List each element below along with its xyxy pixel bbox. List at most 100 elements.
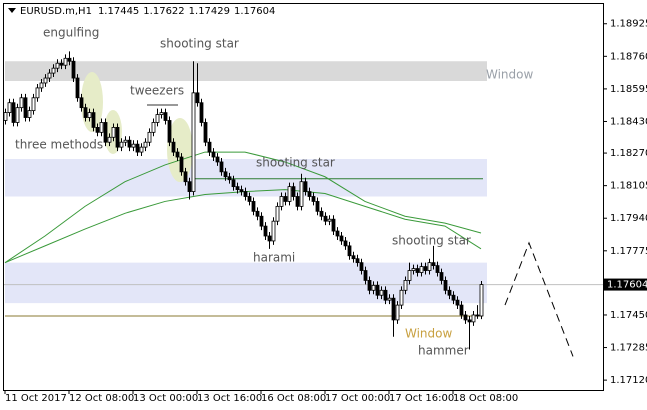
annotation: harami: [253, 251, 295, 265]
candle-body: [139, 146, 144, 153]
candle-body: [311, 196, 316, 202]
candle-body: [55, 62, 60, 69]
candle-body: [203, 122, 208, 143]
candle-body: [419, 266, 424, 273]
candle-body: [463, 314, 468, 321]
candle-body: [155, 114, 160, 123]
x-tick-label: 18 Oct 08:00: [453, 393, 518, 404]
candle-body: [67, 57, 72, 62]
candle-body: [171, 141, 176, 153]
candle-body: [287, 186, 292, 202]
candle-body: [83, 107, 88, 118]
candle-body: [235, 186, 240, 190]
candle-body: [223, 171, 228, 178]
candle-body: [443, 280, 448, 291]
y-tick-label: 1.17285: [610, 343, 647, 354]
candle-body: [103, 122, 108, 143]
candle-body: [375, 284, 380, 296]
y-tick-label: 1.17120: [610, 375, 647, 386]
open: 1.17445: [98, 6, 139, 17]
candle-body: [271, 220, 276, 242]
candle-body: [215, 156, 220, 163]
candle-body: [159, 112, 164, 115]
annotation: engulfing: [43, 26, 99, 40]
candle-body: [415, 268, 420, 273]
candle-body: [243, 191, 248, 197]
zone: [5, 61, 487, 82]
low: 1.17429: [189, 6, 230, 17]
y-tick-label: 1.18270: [610, 148, 647, 159]
candle-body: [119, 141, 124, 148]
candle-body: [471, 314, 476, 323]
candle-body: [327, 218, 332, 222]
candle-body: [259, 215, 264, 227]
candle-body: [455, 299, 460, 306]
candle-body: [283, 196, 288, 202]
candle-body: [267, 235, 272, 242]
candle-body: [411, 268, 416, 271]
annotation: hammer: [418, 344, 469, 358]
x-tick-label: 16 Oct 08:00: [261, 393, 326, 404]
candle-body: [3, 112, 8, 121]
candle-body: [115, 127, 120, 148]
high: 1.17622: [143, 6, 184, 17]
candle-body: [343, 240, 348, 247]
candle-body: [187, 181, 192, 192]
x-tick-label: 13 Oct 00:00: [133, 393, 198, 404]
symbol: EURUSD.m,H1: [20, 6, 92, 17]
candle-body: [363, 270, 368, 281]
candle-body: [391, 297, 396, 321]
candle-body: [323, 215, 328, 222]
candle-body: [143, 141, 148, 148]
candle-body: [439, 272, 444, 281]
candle-body: [371, 284, 376, 291]
plot-frame: [3, 3, 604, 391]
candle-body: [167, 120, 172, 143]
candle-body: [307, 191, 312, 197]
candle-body: [295, 196, 300, 207]
candle-body: [423, 266, 428, 271]
candle-body: [435, 265, 440, 273]
candle-body: [339, 235, 344, 242]
price-label: 1.17604: [607, 280, 647, 291]
candle-body: [163, 112, 168, 121]
y-tick-label: 1.17940: [610, 213, 647, 224]
candle-body: [395, 304, 400, 321]
candle-body: [431, 262, 436, 267]
candle-body: [275, 205, 280, 222]
candle-body: [427, 262, 432, 271]
candle-body: [255, 210, 260, 217]
candle-body: [75, 77, 80, 99]
candle-body: [15, 107, 20, 123]
candle-body: [351, 255, 356, 260]
candle-body: [335, 230, 340, 237]
x-tick-label: 17 Oct 16:00: [389, 393, 454, 404]
candle-body: [403, 280, 408, 291]
candle-body: [211, 151, 216, 158]
candle-body: [219, 161, 224, 173]
y-tick-label: 1.17775: [610, 246, 647, 257]
candle-body: [31, 97, 36, 112]
candle-body: [359, 262, 364, 271]
candle-body: [467, 319, 472, 323]
candle-body: [291, 186, 296, 197]
candle-body: [147, 131, 152, 143]
x-tick-label: 11 Oct 2017: [5, 393, 67, 404]
candle-body: [47, 72, 52, 79]
candle-body: [123, 139, 128, 143]
candle-body: [91, 112, 96, 128]
candle-body: [347, 245, 352, 257]
candle-body: [23, 97, 28, 118]
candle-body: [279, 196, 284, 207]
candle-body: [191, 92, 196, 192]
candle-body: [19, 97, 24, 109]
candle-body: [407, 270, 412, 281]
candle-body: [479, 284, 484, 317]
y-tick-label: 1.18595: [610, 84, 647, 95]
candle-body: [27, 110, 32, 118]
candle-body: [387, 297, 392, 301]
candle-body: [79, 97, 84, 109]
candle-body: [399, 289, 404, 306]
candle-body: [475, 314, 480, 317]
